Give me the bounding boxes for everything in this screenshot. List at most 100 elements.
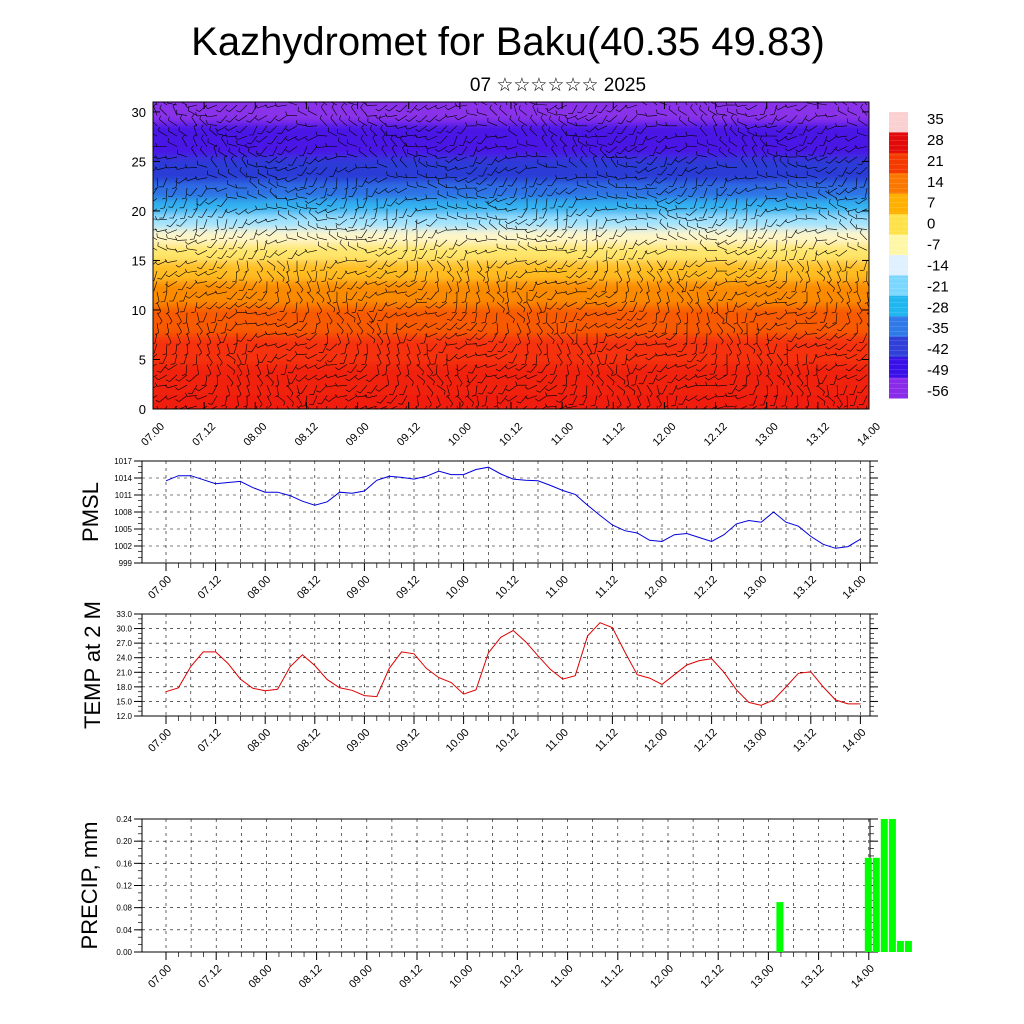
precip-panel-y-tick-label: 0.20 [116,837,132,846]
colorbar-label: 7 [927,195,935,212]
heatmap-x-tick-label: 08.12 [293,421,321,449]
precip-panel-x-tick-label: 09.00 [347,963,375,991]
heatmap-x-tick-label: 10.12 [497,421,525,449]
colorbar: 35 28 21 14 7 0 -7 -14 -21 -28 -35 -42 -49 -56 [889,111,949,400]
colorbar-swatch [889,336,908,358]
temp-panel-x-tick-label: 07.00 [146,727,174,755]
temp-panel-y-tick-label: 15.0 [116,697,132,706]
precip-bar [776,902,784,952]
pmsl-panel-x-tick-label: 14.00 [841,574,869,602]
colorbar-swatch [889,132,908,154]
pmsl-panel-ylabel: PMSL [78,482,103,542]
temp-panel-y-tick-label: 33.0 [116,610,132,619]
precip-bar [872,857,880,952]
heatmap-x-tick-label: 09.12 [395,421,423,449]
heatmap-x-tick-label: 12.12 [702,421,730,449]
pmsl-panel-x-tick-label: 11.00 [544,574,571,601]
temperature-band [153,121,869,158]
precip-bar [880,819,888,952]
temp-panel-x-tick-label: 13.00 [741,727,769,755]
colorbar-swatch [889,152,908,174]
pmsl-panel-y-tick-label: 1011 [115,491,133,500]
heatmap-y-tick-label: 25 [132,154,146,169]
precip-panel-x-tick-label: 12.12 [698,963,726,991]
precip-panel-y-tick-label: 0.12 [116,882,132,891]
temperature-band [153,213,869,230]
pmsl-panel-x-tick-label: 07.00 [146,574,174,602]
precip-bar [864,857,872,952]
temp-panel-ylabel: TEMP at 2 M [80,601,105,729]
precip-panel-x-tick-label: 07.12 [196,963,224,991]
temperature-band [153,280,869,307]
pmsl-panel-y-tick-label: 999 [119,559,133,568]
temp-panel-x-tick-label: 07.12 [196,727,224,755]
temp-panel-y-tick-label: 21.0 [116,668,132,677]
temperature-band [153,260,869,282]
heatmap-x-tick-label: 13.00 [753,421,781,449]
heatmap-x-tick-label: 14.00 [855,421,883,449]
temperature-band [153,334,869,366]
precip-panel-x-tick-label: 11.00 [548,963,575,990]
precip-panel-y-tick-label: 0.16 [116,859,132,868]
temp-panel-y-tick-label: 30.0 [116,625,132,634]
pmsl-panel-x-tick-label: 09.00 [345,574,373,602]
pmsl-panel-y-tick-label: 1008 [114,508,132,517]
colorbar-label: -14 [927,257,949,274]
precip-panel-x-tick-label: 12.00 [648,963,676,991]
precip-panel-x-tick-label: 11.12 [599,963,626,990]
pmsl-panel: 1017 1014 1011 1008 1005 1002 999 07.00 07.12 08.… [78,457,878,602]
heatmap-x-tick-label: 13.12 [804,421,832,449]
temp-panel-series-line [165,622,861,706]
colorbar-swatch [889,275,908,297]
temp-panel-x-tick-label: 10.00 [444,727,472,755]
temp-panel-x-tick-label: 11.12 [593,727,620,754]
chart-title: Kazhydromet for Baku(40.35 49.83) [191,20,825,64]
temp-panel-y-tick-label: 12.0 [116,712,132,721]
temp-panel-x-tick-label: 11.00 [544,727,571,754]
heatmap-y-tick-label: 20 [132,204,146,219]
colorbar-swatch [889,255,908,276]
colorbar-label: 21 [927,153,944,170]
pmsl-panel-x-tick-label: 08.12 [295,574,323,602]
precip-panel-ylabel: PRECIP, mm [77,822,102,950]
wind-barbs [153,102,869,409]
temp-panel-x-tick-label: 14.00 [841,727,869,755]
temp-panel-x-tick-label: 12.12 [692,727,720,755]
temperature-band [153,394,869,409]
temp-panel-x-tick-label: 08.00 [245,727,273,755]
precip-panel-x-tick-label: 08.12 [297,963,325,991]
pmsl-panel-grid [142,461,870,563]
precip-panel-x-tick-label: 10.12 [498,963,526,991]
temperature-band [153,156,869,183]
pmsl-panel-x-tick-label: 12.12 [692,574,720,602]
colorbar-label: -42 [927,341,949,358]
precip-panel-x-tick-label: 10.00 [447,963,475,991]
colorbar-swatch [889,377,908,399]
precip-panel-y-tick-label: 0.24 [116,815,132,824]
colorbar-label: 0 [927,216,935,233]
temperature-field [153,102,869,409]
pmsl-panel-series-line [165,466,861,549]
temp-panel-y-tick-label: 24.0 [116,654,132,663]
precip-panel-x-tick-label: 07.00 [146,963,174,991]
pmsl-panel-x-tick-label: 12.00 [642,574,670,602]
precip-panel-x-tick-label: 08.00 [247,963,275,991]
colorbar-label: -49 [927,362,949,379]
precip-panel-y-tick-label: 0.00 [116,948,132,957]
wind-barb-paths [153,102,869,409]
heatmap-y-tick-label: 15 [132,253,146,268]
heatmap-x-tick-label: 10.00 [446,421,474,449]
precip-panel-x-tick-label: 13.00 [749,963,777,991]
temperature-band [153,305,869,336]
heatmap-y-tick-label: 10 [132,303,146,318]
heatmap-y-tick-label: 5 [139,352,146,367]
colorbar-swatch [889,112,908,133]
colorbar-swatch [889,357,908,379]
heatmap-x-tick-label: 09.00 [344,421,372,449]
temp-panel-x-tick-label: 13.12 [791,727,819,755]
colorbar-swatch [889,173,908,195]
colorbar-label: -7 [927,237,940,254]
pmsl-panel-x-tick-label: 09.12 [394,574,422,602]
temp-panel-x-tick-label: 08.12 [295,727,323,755]
